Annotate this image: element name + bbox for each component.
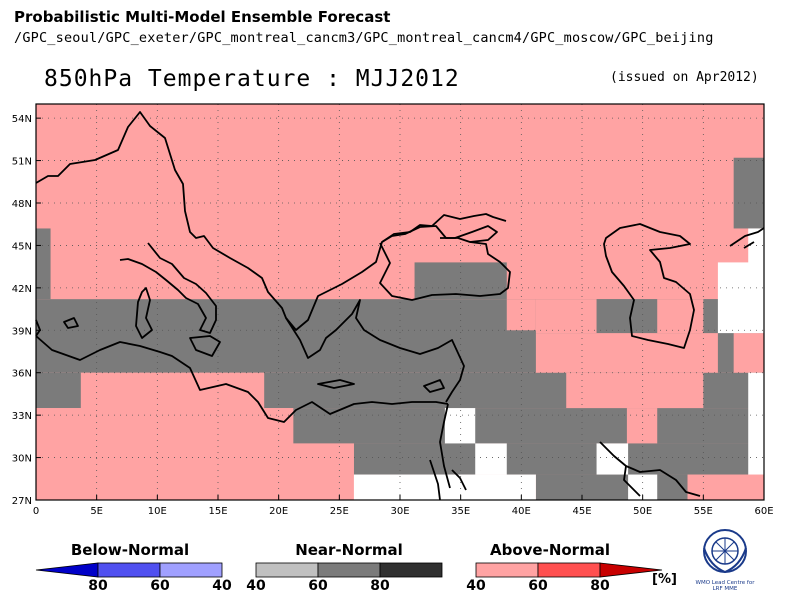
lat-label: 27N <box>12 496 32 507</box>
below-legend-swatch <box>159 562 223 578</box>
near-legend-tick: 80 <box>370 578 390 594</box>
lon-label: 50E <box>633 506 652 517</box>
below-legend-tick: 60 <box>150 578 170 594</box>
lon-label: 15E <box>208 506 227 517</box>
above-legend-swatch <box>537 562 601 578</box>
legend-below-title: Below-Normal <box>70 541 190 559</box>
below-legend-arrow <box>35 562 99 578</box>
lon-label: 10E <box>148 506 167 517</box>
none-cell <box>748 372 764 475</box>
above-cell <box>535 299 597 334</box>
below-legend-tick: 40 <box>212 578 232 594</box>
near-cell <box>733 157 764 229</box>
lon-label: 55E <box>694 506 713 517</box>
above-legend-tick: 80 <box>590 578 610 594</box>
near-cell <box>353 443 764 475</box>
none-cell <box>596 443 629 475</box>
latitude-labels: 54N 51N 48N 45N 42N 39N 36N 33N 30N 27N <box>12 114 41 507</box>
near-legend-tick: 60 <box>308 578 328 594</box>
near-legend-tick: 40 <box>246 578 266 594</box>
lat-label: 39N <box>12 326 32 337</box>
near-cell <box>535 474 688 500</box>
above-cell <box>36 408 294 444</box>
coastlines <box>35 111 765 501</box>
none-cell <box>353 474 536 500</box>
lat-label: 45N <box>12 241 32 252</box>
header-title: Probabilistic Multi-Model Ensemble Forec… <box>14 8 391 26</box>
lon-label: 0 <box>33 506 39 517</box>
lat-label: 54N <box>12 114 32 125</box>
near-legend-swatch <box>379 562 443 578</box>
below-legend-tick: 80 <box>88 578 108 594</box>
wmo-logo: WMO Lead Centre for LRF MME <box>680 526 770 600</box>
lat-label: 36N <box>12 369 32 380</box>
legend-unit: [%] <box>652 572 677 587</box>
lon-label: 5E <box>90 506 103 517</box>
lat-label: 30N <box>12 454 32 465</box>
lon-label: 20E <box>269 506 288 517</box>
lat-label: 33N <box>12 411 32 422</box>
above-cell <box>535 333 718 373</box>
near-cell <box>293 408 764 444</box>
lat-label: 42N <box>12 284 32 295</box>
logo-line-2: LRF MME <box>712 586 738 592</box>
lat-label: 48N <box>12 199 32 210</box>
above-legend-swatch <box>475 562 539 578</box>
near-legend-swatch <box>255 562 319 578</box>
above-legend-arrow <box>599 562 663 578</box>
lon-label: 35E <box>451 506 470 517</box>
near-cell <box>36 372 81 409</box>
lat-label: 51N <box>12 157 32 168</box>
lon-label: 25E <box>330 506 349 517</box>
legend: 80 60 40 40 60 80 40 60 80 [%] <box>35 562 677 594</box>
above-cell <box>626 408 658 444</box>
lon-label: 45E <box>572 506 591 517</box>
above-cell <box>687 474 764 500</box>
wmo-emblem-icon <box>703 529 747 574</box>
near-legend-swatch <box>317 562 381 578</box>
legend-near-title: Near-Normal <box>295 541 403 559</box>
map-gridlines <box>36 104 764 500</box>
below-legend-swatch <box>97 562 161 578</box>
above-cell <box>657 299 704 334</box>
above-cell <box>733 333 764 373</box>
legend-above-title: Above-Normal <box>490 541 610 559</box>
above-cell <box>36 443 354 500</box>
lon-label: 30E <box>390 506 409 517</box>
lon-label: 40E <box>512 506 531 517</box>
above-cell <box>566 372 704 409</box>
above-legend-tick: 40 <box>466 578 486 594</box>
longitude-labels: 0 5E 10E 15E 20E 25E 30E 35E 40E 45E 50E 55E 60E <box>33 495 774 517</box>
near-cell <box>596 299 658 334</box>
near-cell <box>36 228 51 300</box>
header-models: /GPC_seoul/GPC_exeter/GPC_montreal_cancm… <box>14 30 714 46</box>
lon-label: 60E <box>754 506 773 517</box>
near-cell <box>414 262 507 300</box>
logo-line-1: WMO Lead Centre for <box>695 580 755 586</box>
above-legend-tick: 60 <box>528 578 548 594</box>
map-title: 850hPa Temperature : MJJ2012 <box>44 66 460 92</box>
above-cell <box>80 372 265 409</box>
none-cell <box>748 228 764 300</box>
none-cell <box>475 443 507 475</box>
map-issued-date: (issued on Apr2012) <box>610 70 759 85</box>
none-cell <box>444 408 476 444</box>
